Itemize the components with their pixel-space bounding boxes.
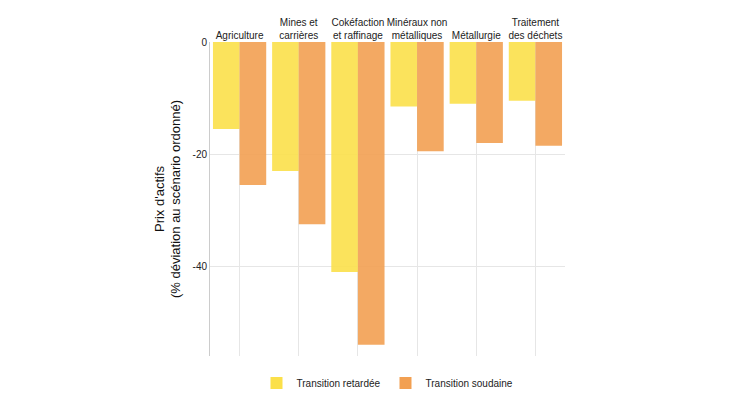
svg-text:0: 0 — [201, 37, 207, 48]
svg-text:-20: -20 — [193, 149, 208, 160]
svg-text:Minéraux nonmétalliques: Minéraux nonmétalliques — [387, 17, 448, 41]
svg-text:Agriculture: Agriculture — [216, 30, 264, 41]
svg-text:Métallurgie: Métallurgie — [452, 30, 501, 41]
svg-text:-40: -40 — [193, 261, 208, 272]
svg-text:Traitementdes déchets: Traitementdes déchets — [508, 17, 562, 41]
svg-text:Mines etcarrières: Mines etcarrières — [279, 17, 318, 41]
svg-text:Cokéfactionet raffinage: Cokéfactionet raffinage — [332, 17, 385, 41]
svg-text:Transition soudaine: Transition soudaine — [425, 378, 512, 389]
svg-text:Transition retardée: Transition retardée — [297, 378, 381, 389]
svg-text:Prix d'actifs(% déviation au s: Prix d'actifs(% déviation au scénario or… — [152, 100, 184, 298]
